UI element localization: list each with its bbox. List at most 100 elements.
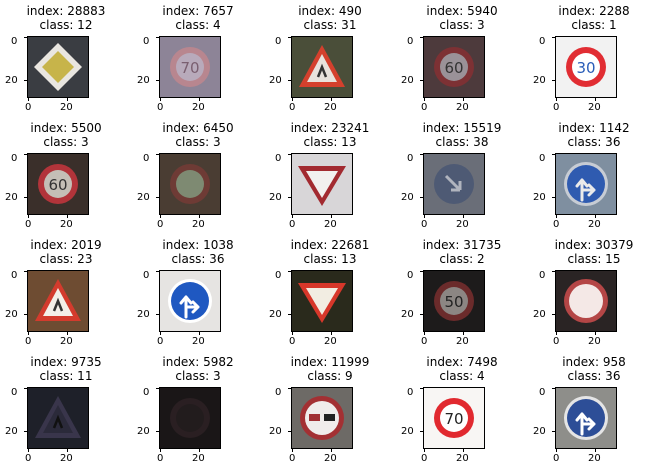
y-tick-label-20: 20 [137,426,150,437]
sign-image [159,153,221,215]
panel-class-label: class: 13 [303,135,357,149]
x-tick-label-0: 0 [157,102,164,113]
panel-index-label: index: 958 [562,355,626,369]
panel-class-label: class: 2 [439,252,485,266]
image-panel: index: 7498 class: 4 70 0 20 0 20 [396,351,528,468]
sign-arrows [575,412,596,436]
axis-tick-mark [24,314,27,315]
y-tick-label-0: 0 [407,270,414,281]
panel-index-label: index: 7657 [162,4,234,18]
axis-tick-mark [24,431,27,432]
sign-number: 50 [444,293,463,311]
panel-class-label: class: 1 [571,18,617,32]
sign-number: 70 [444,410,463,428]
x-tick-label-0: 0 [421,102,428,113]
y-tick-label-0: 0 [143,387,150,398]
axis-tick-mark [552,80,555,81]
axis-tick-mark [24,197,27,198]
y-tick-label-0: 0 [143,36,150,47]
x-tick-label-0: 0 [25,219,32,230]
sign-image-svg: 30 [556,37,616,97]
axis-tick-mark [552,314,555,315]
sign-image [27,36,89,98]
sign-image: 50 [423,270,485,332]
sign-face [572,53,600,81]
sign-face [176,53,204,81]
sign-image-svg [556,388,616,448]
y-tick-label-20: 20 [5,309,18,320]
x-tick-label-20: 20 [60,336,73,347]
axis-tick-mark [24,388,27,389]
sign-face [176,170,204,198]
sign-image-svg [292,388,352,448]
sign-image-svg [160,271,220,331]
x-tick-label-0: 0 [553,336,560,347]
x-tick-label-20: 20 [192,453,205,464]
sign-image: 60 [27,153,89,215]
panel-index-label: index: 6450 [162,121,234,135]
y-tick-label-0: 0 [407,36,414,47]
axis-tick-mark [424,98,425,101]
sign-image-svg [28,388,88,448]
sign-image: 70 [423,387,485,449]
x-tick-label-20: 20 [324,102,337,113]
sign-image: 70 [159,36,221,98]
image-panel: index: 2019 class: 23 0 20 0 20 [0,234,132,351]
y-tick-label-20: 20 [533,192,546,203]
axis-tick-mark [199,332,200,335]
x-tick-label-0: 0 [553,219,560,230]
x-tick-label-20: 20 [324,453,337,464]
sign-image [27,387,89,449]
axis-tick-mark [292,215,293,218]
sign-image [159,387,221,449]
axis-tick-mark [463,332,464,335]
image-panel: index: 11999 class: 9 0 20 0 20 [264,351,396,468]
sign-image-svg: 70 [424,388,484,448]
sign-image-svg [292,37,352,97]
panel-class-label: class: 3 [43,135,89,149]
x-tick-label-0: 0 [25,102,32,113]
sign-image-svg [160,388,220,448]
x-tick-label-0: 0 [25,453,32,464]
axis-tick-mark [288,431,291,432]
panel-index-label: index: 22681 [290,238,370,252]
panel-class-label: class: 12 [39,18,93,32]
axis-tick-mark [292,98,293,101]
x-tick-label-0: 0 [421,219,428,230]
x-tick-label-20: 20 [192,219,205,230]
image-panel: index: 6450 class: 3 0 20 0 20 [132,117,264,234]
y-tick-label-0: 0 [539,270,546,281]
sign-image-svg: 60 [28,154,88,214]
axis-tick-mark [67,215,68,218]
axis-tick-mark [156,271,159,272]
image-panel: index: 5982 class: 3 0 20 0 20 [132,351,264,468]
x-tick-label-20: 20 [456,453,469,464]
sign-face [176,404,204,432]
y-tick-label-0: 0 [275,36,282,47]
panel-index-label: index: 1038 [162,238,234,252]
sign-face [42,51,74,83]
sign-image-svg [28,271,88,331]
x-tick-label-0: 0 [289,219,296,230]
image-panel: index: 958 class: 36 0 20 0 20 [528,351,660,468]
axis-tick-mark [331,215,332,218]
axis-tick-mark [24,37,27,38]
image-panel: index: 28883 class: 12 0 20 0 20 [0,0,132,117]
image-panel: index: 7657 class: 4 70 0 20 0 20 [132,0,264,117]
x-tick-label-20: 20 [60,102,73,113]
sign-number: 60 [444,59,463,77]
panel-class-label: class: 3 [175,135,221,149]
y-tick-label-0: 0 [11,270,18,281]
sign-number: 30 [576,59,595,77]
axis-tick-mark [24,271,27,272]
sign-symbol [52,414,64,429]
axis-tick-mark [288,154,291,155]
panel-class-label: class: 3 [175,369,221,383]
panel-index-label: index: 9735 [30,355,102,369]
x-tick-label-20: 20 [456,219,469,230]
sign-image [291,270,353,332]
y-tick-label-20: 20 [137,75,150,86]
axis-tick-mark [28,98,29,101]
panel-class-label: class: 23 [39,252,93,266]
axis-tick-mark [420,80,423,81]
